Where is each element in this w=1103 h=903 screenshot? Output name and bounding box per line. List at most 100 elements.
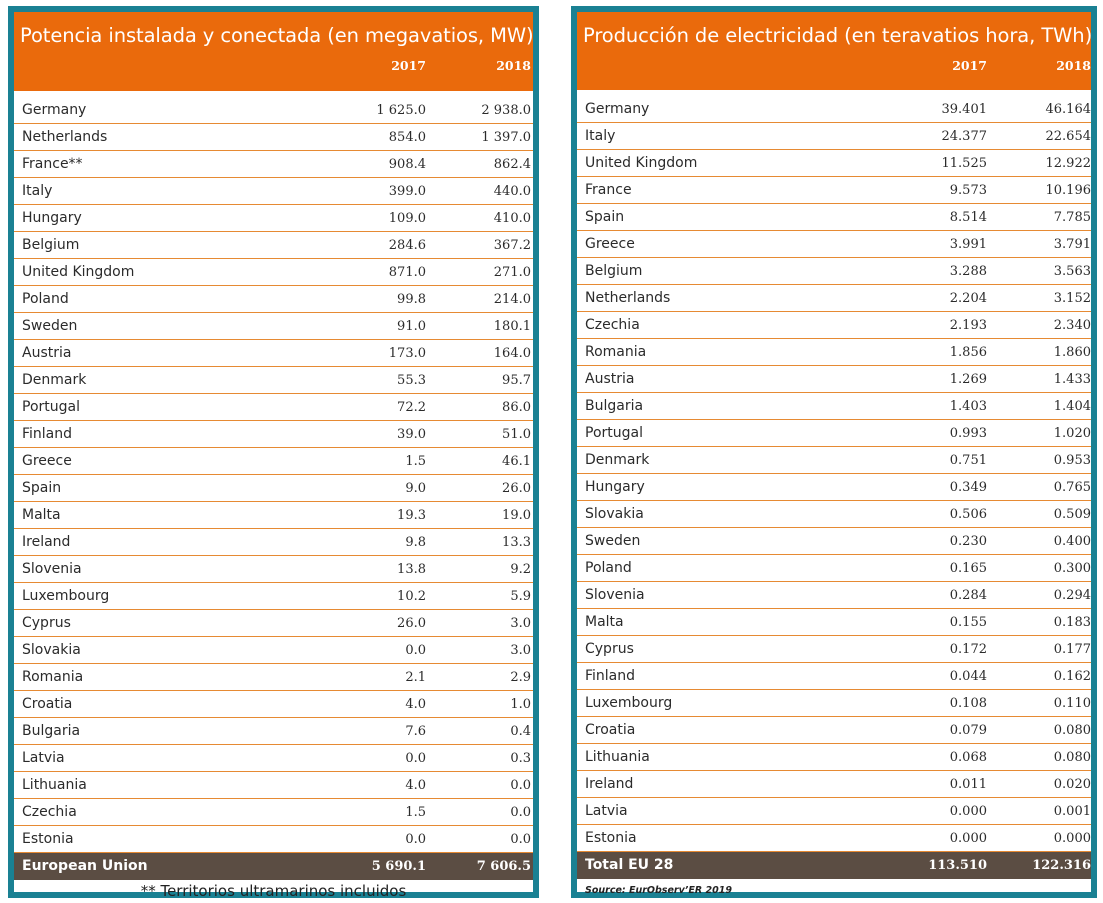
value-2018-cell: 0.509: [1053, 507, 1091, 522]
value-2018-cell: 3.563: [1053, 264, 1091, 279]
value-2017-cell: 284.6: [388, 238, 426, 253]
value-2018-cell: 3.152: [1053, 291, 1091, 306]
country-cell: Slovakia: [22, 642, 81, 658]
table-title: Potencia instalada y conectada (en megav…: [20, 24, 534, 47]
country-cell: Ireland: [22, 534, 71, 550]
value-2017-cell: 0.349: [949, 480, 987, 495]
country-cell: Estonia: [22, 831, 74, 847]
value-2018-cell: 0.4: [510, 724, 531, 739]
table-row: Denmark 55.3 95.7: [14, 367, 533, 394]
value-2018-cell: 46.1: [502, 454, 531, 469]
table-row: Sweden 91.0 180.1: [14, 313, 533, 340]
country-cell: Lithuania: [585, 749, 650, 765]
value-2017-cell: 0.079: [949, 723, 987, 738]
country-cell: France: [585, 182, 632, 198]
country-cell: Croatia: [22, 696, 73, 712]
country-cell: Denmark: [22, 372, 87, 388]
country-cell: Austria: [585, 371, 635, 387]
total-row: European Union 5 690.1 7 606.5: [14, 853, 533, 880]
value-2018-cell: 410.0: [493, 211, 531, 226]
table-row: Romania 1.856 1.860: [577, 339, 1091, 366]
value-2017-cell: 99.8: [397, 292, 426, 307]
value-2018-cell: 95.7: [502, 373, 531, 388]
table-row: Latvia 0.000 0.001: [577, 798, 1091, 825]
footnote: ** Territorios ultramarinos incluidos: [140, 882, 407, 900]
value-2017-cell: 109.0: [388, 211, 426, 226]
table-row: Slovakia 0.506 0.509: [577, 501, 1091, 528]
value-2018-cell: 0.294: [1053, 588, 1091, 603]
table-row: Poland 0.165 0.300: [577, 555, 1091, 582]
country-cell: Hungary: [22, 210, 82, 226]
country-cell: Romania: [585, 344, 647, 360]
value-2018-cell: 3.0: [510, 616, 531, 631]
value-2017-cell: 0.155: [949, 615, 987, 630]
table-row: Slovenia 0.284 0.294: [577, 582, 1091, 609]
value-2018-cell: 0.300: [1053, 561, 1091, 576]
value-2018-cell: 86.0: [502, 400, 531, 415]
table-row: Greece 1.5 46.1: [14, 448, 533, 475]
value-2017-cell: 2.1: [405, 670, 426, 685]
source-note: Source: EurObserv’ER 2019: [585, 885, 732, 896]
value-2018-cell: 3.0: [510, 643, 531, 658]
table-row: Portugal 72.2 86.0: [14, 394, 533, 421]
country-cell: Finland: [22, 426, 73, 442]
table-row: Ireland 0.011 0.020: [577, 771, 1091, 798]
electricity-production-table: Producción de electricidad (en teravatio…: [571, 6, 1097, 898]
value-2017-cell: 0.044: [949, 669, 987, 684]
value-2017-cell: 3.991: [949, 237, 987, 252]
value-2017-cell: 8.514: [949, 210, 987, 225]
value-2018-cell: 164.0: [493, 346, 531, 361]
value-2018-cell: 0.162: [1053, 669, 1091, 684]
value-2017-cell: 0.068: [949, 750, 987, 765]
table-row: Belgium 284.6 367.2: [14, 232, 533, 259]
table-row: Finland 39.0 51.0: [14, 421, 533, 448]
country-cell: Belgium: [22, 237, 80, 253]
table-row: France 9.573 10.196: [577, 177, 1091, 204]
table-row: Czechia 2.193 2.340: [577, 312, 1091, 339]
column-header-2017: 2017: [391, 58, 426, 73]
value-2018-cell: 13.3: [502, 535, 531, 550]
value-2017-cell: 871.0: [388, 265, 426, 280]
table-row: Spain 9.0 26.0: [14, 475, 533, 502]
column-header-2017: 2017: [952, 58, 987, 73]
country-cell: Slovenia: [585, 587, 645, 603]
country-cell: Latvia: [585, 803, 628, 819]
country-cell: Austria: [22, 345, 72, 361]
value-2018-cell: 7.785: [1053, 210, 1091, 225]
table-row: United Kingdom 11.525 12.922: [577, 150, 1091, 177]
value-2017-cell: 9.8: [405, 535, 426, 550]
country-cell: Ireland: [585, 776, 634, 792]
table-row: Cyprus 26.0 3.0: [14, 610, 533, 637]
value-2018-cell: 1.860: [1053, 345, 1091, 360]
value-2018-cell: 180.1: [493, 319, 531, 334]
country-cell: Netherlands: [22, 129, 108, 145]
value-2017-cell: 0.000: [949, 804, 987, 819]
table-row: Hungary 109.0 410.0: [14, 205, 533, 232]
table-header: Potencia instalada y conectada (en megav…: [14, 12, 534, 91]
value-2017-cell: 24.377: [941, 129, 988, 144]
table-row: Denmark 0.751 0.953: [577, 447, 1091, 474]
country-cell: Hungary: [585, 479, 645, 495]
value-2018-cell: 1.0: [510, 697, 531, 712]
country-cell: Bulgaria: [22, 723, 81, 739]
country-cell: Portugal: [22, 399, 80, 415]
table-row: France** 908.4 862.4: [14, 151, 533, 178]
total-2017: 113.510: [928, 858, 987, 873]
table-row: Slovenia 13.8 9.2: [14, 556, 533, 583]
value-2017-cell: 854.0: [388, 130, 426, 145]
value-2018-cell: 0.080: [1053, 750, 1091, 765]
country-cell: Poland: [22, 291, 69, 307]
value-2018-cell: 19.0: [502, 508, 531, 523]
table-row: Poland 99.8 214.0: [14, 286, 533, 313]
value-2017-cell: 0.011: [949, 777, 987, 792]
value-2017-cell: 19.3: [397, 508, 426, 523]
country-cell: Czechia: [585, 317, 640, 333]
value-2018-cell: 271.0: [493, 265, 531, 280]
value-2018-cell: 0.020: [1053, 777, 1091, 792]
table-body: Germany 39.401 46.164 Italy 24.377 22.654 Unit…: [577, 96, 1091, 852]
value-2017-cell: 3.288: [949, 264, 987, 279]
table-row: Cyprus 0.172 0.177: [577, 636, 1091, 663]
value-2017-cell: 26.0: [397, 616, 426, 631]
table-body: Germany 1 625.0 2 938.0 Netherlands 854.0 1 3…: [14, 97, 533, 853]
value-2017-cell: 0.165: [949, 561, 987, 576]
